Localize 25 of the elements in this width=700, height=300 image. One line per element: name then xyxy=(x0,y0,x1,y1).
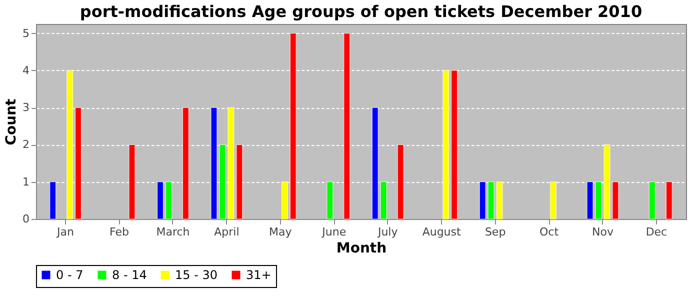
x-tick-label: May xyxy=(269,226,292,238)
x-tick-label: Oct xyxy=(540,226,560,238)
y-tick-label: 5 xyxy=(22,26,30,40)
y-tick-label: 4 xyxy=(22,64,30,77)
x-tick-label: June xyxy=(321,226,346,238)
x-tick-label: August xyxy=(422,226,462,238)
x-tick-label: Nov xyxy=(592,226,614,238)
legend-label: 0 - 7 xyxy=(56,268,84,282)
chart-title: port-modifications Age groups of open tickets December 2010 xyxy=(80,2,642,21)
x-tick-label: Dec xyxy=(646,226,668,238)
y-tick-label: 2 xyxy=(22,138,30,152)
y-tick-label: 3 xyxy=(22,101,30,114)
x-tick-label: March xyxy=(156,226,190,238)
x-tick-label: Jan xyxy=(56,226,74,238)
legend-label: 15 - 30 xyxy=(175,268,218,282)
x-tick-label: Feb xyxy=(110,226,130,238)
legend-label: 8 - 14 xyxy=(112,268,147,282)
y-axis-title: Count xyxy=(4,98,20,146)
x-tick-label: Sep xyxy=(484,226,506,238)
legend-label: 31+ xyxy=(246,268,272,282)
x-axis-title: Month xyxy=(336,240,387,256)
x-tick-label: April xyxy=(214,226,240,238)
y-tick-label: 0 xyxy=(22,212,30,226)
x-tick-label: July xyxy=(376,226,398,238)
y-tick-label: 1 xyxy=(22,175,30,188)
